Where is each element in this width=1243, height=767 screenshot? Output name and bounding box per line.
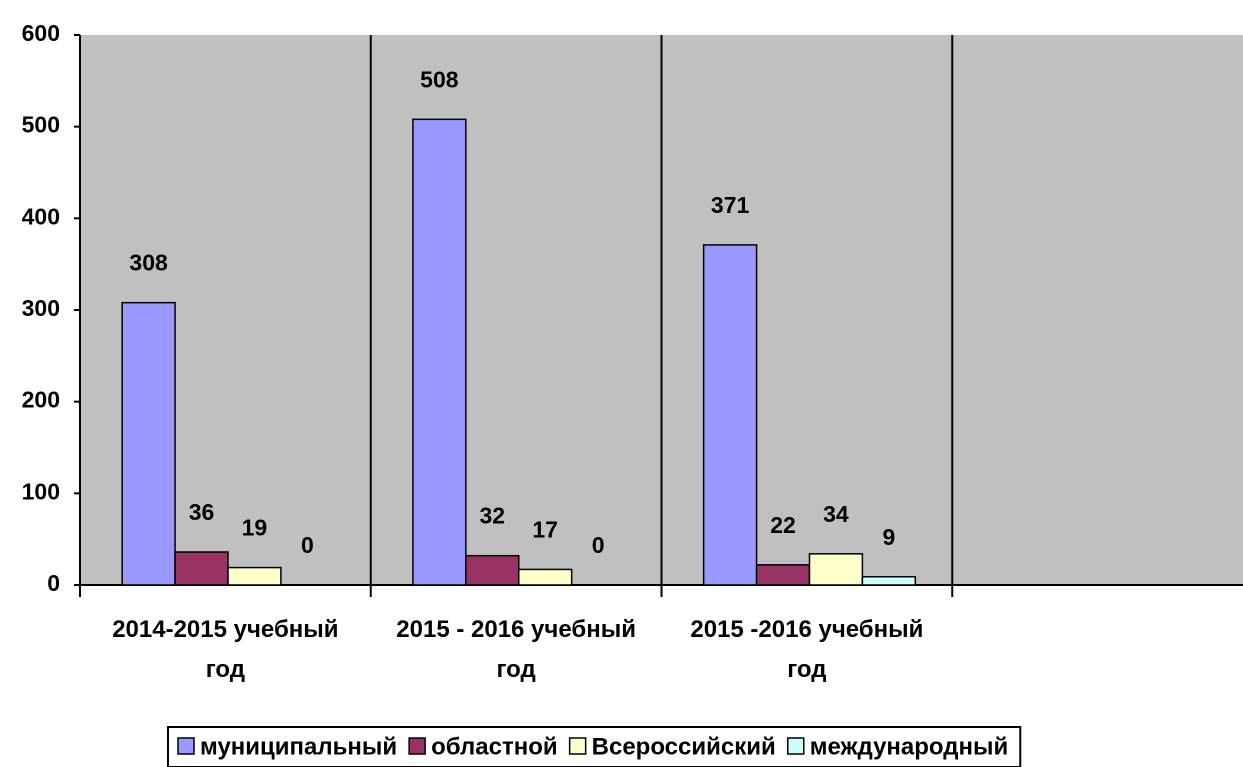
y-tick-label: 400 [22,203,60,229]
data-label: 508 [420,66,459,92]
bar [121,301,176,586]
y-tick-label: 0 [47,570,60,596]
bar [517,568,573,586]
legend-label: Всероссийский [592,733,776,760]
legend-swatch [787,737,805,755]
data-label: 34 [823,501,849,527]
data-label: 371 [711,192,750,218]
data-label: 17 [532,516,558,542]
data-label: 36 [189,499,215,525]
x-tick-label: 2015 - 2016 учебный год [396,616,636,683]
legend-swatch [177,737,195,755]
legend-label: областной [431,733,558,760]
legend-swatch [408,737,426,755]
data-label: 308 [129,250,168,276]
y-tick-label: 300 [22,295,60,321]
y-tick-label: 100 [22,478,60,504]
bar [174,551,229,586]
data-label: 19 [242,515,268,541]
x-tick-label: 2015 -2016 учебный год [690,616,924,683]
legend-swatch [568,737,587,755]
y-tick-label: 500 [22,112,60,138]
x-tick-label: 2014-2015 учебный год [112,616,339,683]
bar [702,244,758,586]
bar [465,554,520,586]
data-label: 22 [770,512,796,538]
y-tick-label: 600 [22,20,60,46]
bar [755,564,811,586]
data-label: 32 [479,503,505,529]
data-label: 0 [592,532,605,558]
bar [808,553,864,586]
legend-label: международный [810,733,1009,760]
data-label: 0 [301,532,314,558]
data-label: 9 [882,524,895,550]
legend-box [167,726,1022,767]
legend-label: муниципальный [200,733,397,760]
bar [412,118,467,586]
y-tick-label: 200 [22,387,60,413]
bar [861,576,917,586]
bar [227,566,282,586]
